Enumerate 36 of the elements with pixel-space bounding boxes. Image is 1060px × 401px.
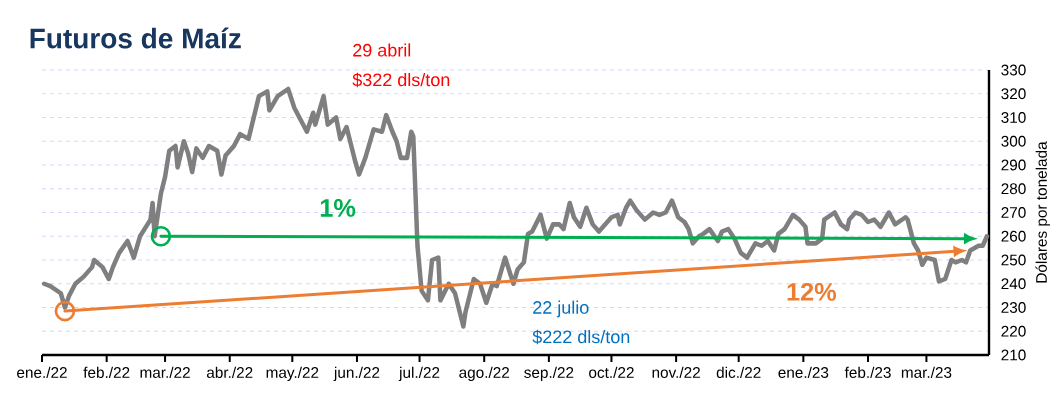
x-tick-label: dic./22 (716, 366, 761, 378)
x-tick-label: jun./22 (333, 366, 380, 381)
x-tick-label: sep./22 (524, 366, 574, 381)
y-axis-title: Dólares por tonelada (1035, 141, 1050, 283)
text: 29 abril (353, 43, 411, 57)
y-tick-label: 210 (1001, 349, 1026, 361)
y-tick-label: 330 (1001, 64, 1026, 76)
x-tick-label: feb./22 (83, 366, 130, 378)
x-tick-label: jul./22 (398, 366, 440, 381)
chart-title: Futuros de Maíz (30, 27, 241, 49)
series-label: 12% (787, 282, 837, 301)
annotation: $322 dls/ton (352, 72, 450, 88)
y-tick-label: 260 (1001, 230, 1026, 242)
x-tick-label: nov./22 (652, 366, 700, 378)
y-tick-label: 300 (1001, 135, 1026, 147)
y-tick-label: 230 (1001, 302, 1026, 313)
y-tick-label: 310 (1001, 112, 1026, 123)
series-label: 1% (320, 199, 356, 217)
x-tick-label: ene./22 (17, 366, 67, 378)
x-tick-label: mar./23 (901, 366, 952, 378)
x-tick-label: feb./23 (844, 366, 891, 378)
x-tick-label: mar./22 (140, 366, 190, 378)
y-tick-label: 290 (1001, 159, 1026, 171)
x-tick-label: oct./22 (589, 366, 634, 378)
y-tick-label: 270 (1001, 207, 1026, 218)
x-tick-label: may./22 (266, 366, 319, 381)
y-tick-label: 280 (1001, 183, 1026, 195)
y-tick-label: 320 (1001, 88, 1026, 100)
y-tick-label: 220 (1001, 325, 1026, 337)
annotation: $222 dls/ton (532, 329, 630, 345)
annotation: 22 julio (533, 300, 589, 318)
x-tick-label: ene./23 (778, 366, 829, 378)
y-tick-label: 250 (1001, 254, 1026, 266)
x-tick-label: abr./22 (206, 366, 253, 378)
y-tick-label: 240 (1001, 278, 1026, 290)
x-tick-label: ago./22 (459, 366, 510, 381)
